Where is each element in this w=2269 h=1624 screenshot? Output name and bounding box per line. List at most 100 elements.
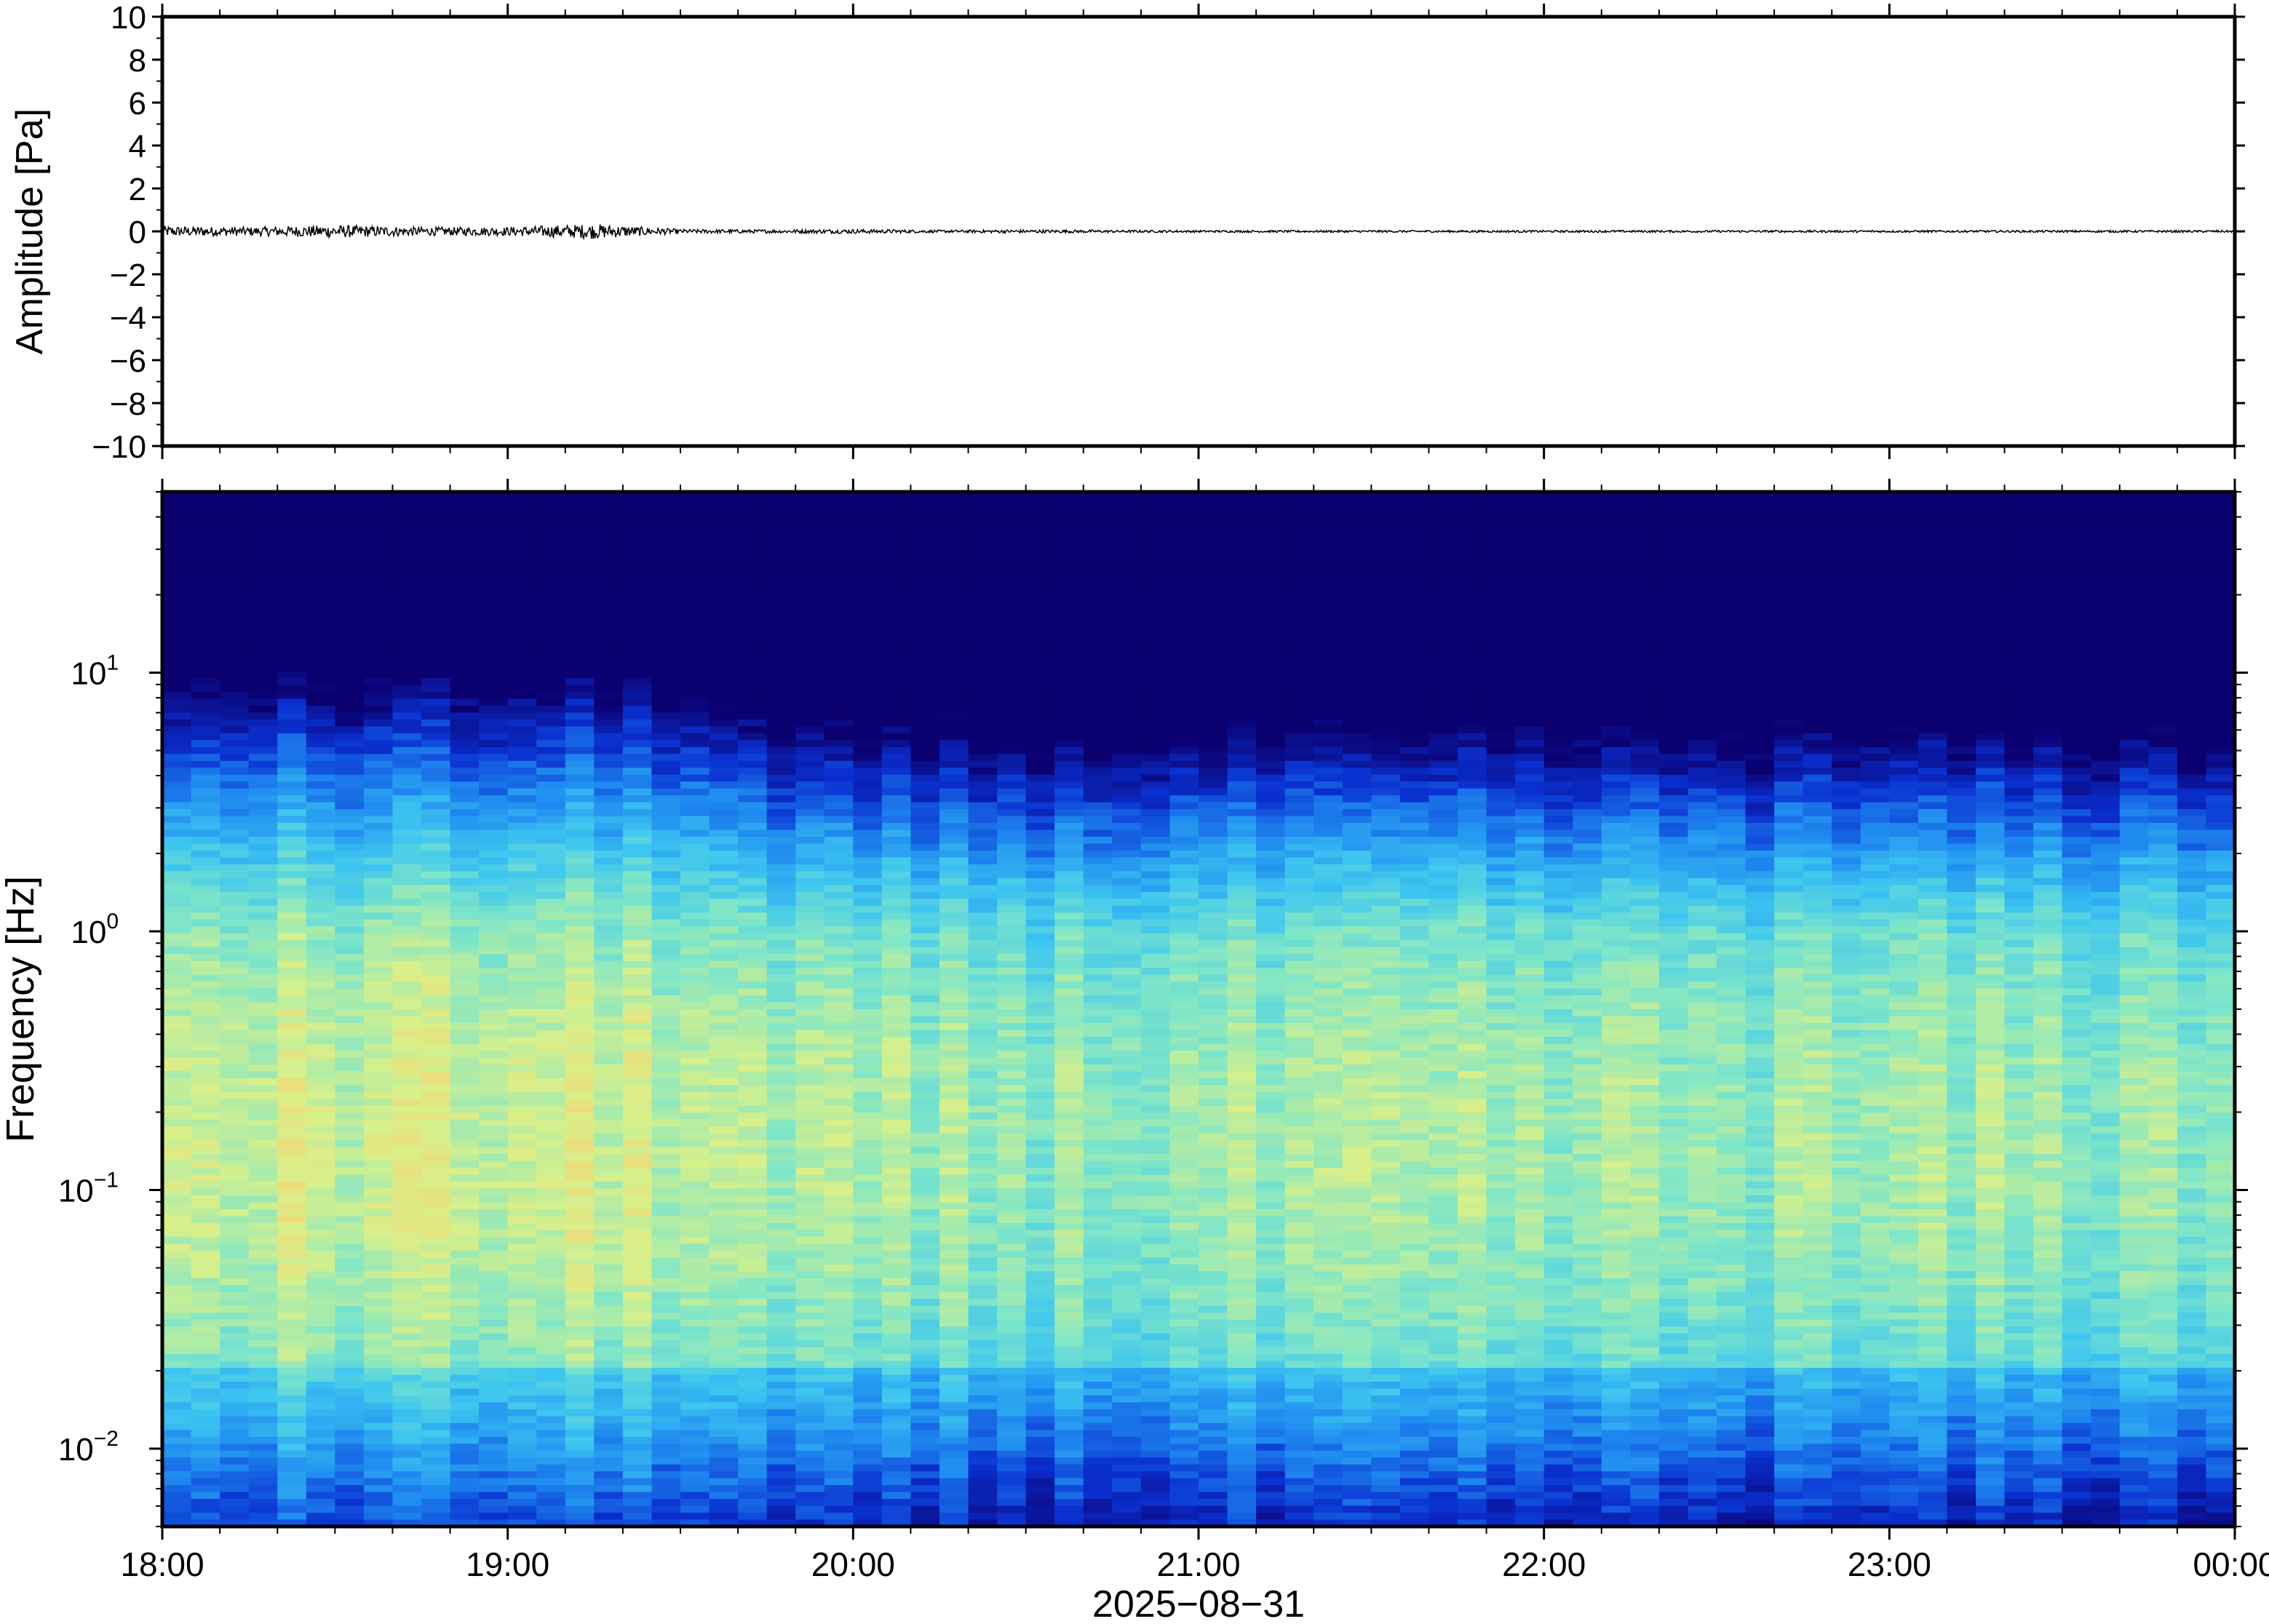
- spectrogram-cell: [651, 1043, 681, 1051]
- spectrogram-cell: [795, 1030, 825, 1038]
- spectrogram-cell: [997, 1291, 1027, 1299]
- spectrogram-cell: [824, 912, 854, 920]
- spectrogram-cell: [824, 1182, 854, 1190]
- spectrogram-cell: [162, 560, 192, 569]
- spectrogram-cell: [536, 498, 566, 506]
- spectrogram-cell: [191, 1285, 220, 1293]
- spectrogram-cell: [766, 747, 797, 755]
- spectrogram-cell: [306, 809, 336, 817]
- spectrogram-cell: [335, 781, 365, 789]
- spectrogram-cell: [507, 671, 538, 679]
- spectrogram-cell: [565, 1430, 595, 1438]
- spectrogram-cell: [738, 719, 768, 728]
- spectrogram-cell: [335, 768, 365, 776]
- spectrogram-cell: [824, 1236, 854, 1245]
- spectrogram-cell: [1083, 677, 1113, 686]
- spectrogram-cell: [306, 1140, 336, 1148]
- spectrogram-cell: [622, 719, 653, 728]
- spectrogram-cell: [853, 623, 883, 631]
- spectrogram-cell: [622, 1230, 653, 1238]
- spectrogram-cell: [709, 768, 739, 776]
- spectrogram-cell: [622, 1182, 653, 1190]
- spectrogram-cell: [565, 974, 595, 982]
- spectrogram-cell: [363, 933, 394, 941]
- spectrogram-cell: [565, 1050, 595, 1059]
- spectrogram-cell: [507, 1119, 538, 1127]
- spectrogram-cell: [335, 857, 365, 865]
- spectrogram-cell: [363, 1326, 394, 1334]
- spectrogram-cell: [191, 705, 220, 714]
- spectrogram-cell: [220, 1333, 250, 1341]
- spectrogram-cell: [1054, 726, 1084, 734]
- spectrogram-cell: [392, 643, 422, 651]
- spectrogram-cell: [939, 1230, 969, 1238]
- spectrogram-cell: [248, 1091, 279, 1100]
- spectrogram-cell: [939, 685, 969, 693]
- spectrogram-cell: [220, 657, 250, 665]
- spectrogram-cell: [709, 871, 739, 879]
- spectrogram-cell: [507, 905, 538, 914]
- spectrogram-cell: [450, 650, 480, 658]
- spectrogram-cell: [968, 1471, 998, 1479]
- spectrogram-cell: [450, 871, 480, 879]
- spectrogram-cell: [277, 1374, 307, 1382]
- spectrogram-cell: [910, 1112, 940, 1121]
- spectrogram-cell: [853, 1450, 883, 1458]
- spectrogram-cell: [939, 1513, 969, 1521]
- spectrogram-cell: [277, 512, 307, 520]
- spectrogram-cell: [565, 1119, 595, 1127]
- spectrogram-cell: [1025, 1299, 1056, 1307]
- spectrogram-cell: [824, 1099, 854, 1107]
- spectrogram-cell: [306, 837, 336, 845]
- spectrogram-cell: [220, 691, 250, 700]
- spectrogram-cell: [766, 926, 797, 934]
- spectrogram-cell: [1025, 1147, 1056, 1155]
- spectrogram-cell: [363, 1195, 394, 1203]
- spectrogram-cell: [881, 623, 912, 631]
- spectrogram-cell: [306, 719, 336, 728]
- spectrogram-cell: [709, 560, 739, 569]
- spectrogram-cell: [968, 823, 998, 831]
- spectrogram-cell: [1025, 1278, 1056, 1286]
- spectrogram-cell: [220, 947, 250, 955]
- spectrogram-cell: [1025, 1002, 1056, 1010]
- spectrogram-cell: [738, 1381, 768, 1390]
- spectrogram-cell: [162, 540, 192, 548]
- spectrogram-cell: [277, 1209, 307, 1217]
- spectrogram-cell: [1054, 685, 1084, 693]
- spectrogram-cell: [853, 1499, 883, 1507]
- spectrogram-cell: [594, 595, 624, 603]
- spectrogram-cell: [363, 1209, 394, 1217]
- spectrogram-cell: [968, 1154, 998, 1162]
- spectrogram-cell: [191, 877, 220, 886]
- spectrogram-cell: [795, 1174, 825, 1182]
- spectrogram-cell: [795, 816, 825, 824]
- spectrogram-cell: [795, 719, 825, 728]
- spectrogram-cell: [709, 595, 739, 603]
- spectrogram-cell: [910, 519, 940, 528]
- spectrogram-cell: [594, 1333, 624, 1341]
- spectrogram-cell: [162, 899, 192, 907]
- spectrogram-cell: [968, 885, 998, 893]
- spectrogram-cell: [997, 1367, 1027, 1376]
- spectrogram-cell: [795, 1168, 825, 1176]
- spectrogram-cell: [709, 1271, 739, 1279]
- spectrogram-cell: [680, 891, 710, 900]
- spectrogram-cell: [622, 664, 653, 672]
- spectrogram-cell: [651, 1313, 681, 1321]
- spectrogram-cell: [853, 1402, 883, 1410]
- spectrogram-cell: [997, 574, 1027, 583]
- spectrogram-cell: [766, 740, 797, 748]
- spectrogram-cell: [220, 1374, 250, 1382]
- spectrogram-cell: [651, 560, 681, 569]
- spectrogram-cell: [220, 774, 250, 782]
- spectrogram-cell: [1083, 705, 1113, 714]
- spectrogram-cell: [162, 912, 192, 920]
- spectrogram-cell: [651, 574, 681, 583]
- spectrogram-cell: [421, 1222, 451, 1231]
- spectrogram-cell: [277, 1119, 307, 1127]
- spectrogram-cell: [680, 712, 710, 720]
- spectrogram-cell: [939, 988, 969, 996]
- spectrogram-cell: [191, 926, 220, 934]
- spectrogram-cell: [162, 1222, 192, 1231]
